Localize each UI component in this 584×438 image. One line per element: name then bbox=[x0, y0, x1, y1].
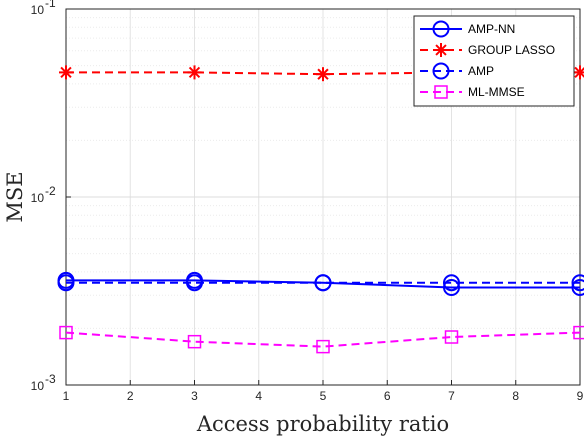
y-tick-base: 10 bbox=[31, 3, 45, 17]
data-point bbox=[59, 65, 73, 80]
x-axis-label: Access probability ratio bbox=[196, 412, 449, 436]
legend-marker bbox=[434, 85, 448, 99]
y-tick-base: 10 bbox=[31, 191, 45, 205]
legend-label: ML-MMSE bbox=[468, 85, 525, 99]
data-point bbox=[443, 274, 460, 292]
data-point-shape bbox=[571, 274, 584, 292]
legend-marker-shape bbox=[432, 62, 450, 80]
data-point bbox=[571, 279, 584, 297]
legend-marker-shape bbox=[434, 85, 448, 99]
x-tick-label: 7 bbox=[448, 389, 455, 403]
x-tick-label: 1 bbox=[63, 389, 70, 403]
data-point-shape bbox=[59, 325, 73, 340]
x-tick-label: 9 bbox=[577, 389, 584, 403]
y-tick-base: 10 bbox=[31, 379, 45, 393]
y-tick-label: 10 bbox=[31, 379, 45, 393]
data-point-shape bbox=[316, 339, 330, 354]
legend-item: AMP-NN bbox=[420, 20, 515, 38]
y-tick-label: 10 bbox=[31, 3, 45, 17]
axis-ticks: 1 2 3 4 5 6 7 8 910-310-210-1 bbox=[31, 0, 584, 403]
data-point-stroke bbox=[574, 66, 584, 79]
x-tick-label: 2 bbox=[127, 389, 134, 403]
series-line bbox=[65, 331, 581, 348]
data-point-stroke bbox=[60, 66, 72, 79]
series-ml-mmse bbox=[59, 325, 584, 354]
data-point bbox=[59, 325, 73, 340]
legend-item: GROUP LASSO bbox=[420, 43, 555, 57]
x-tick-label: 4 bbox=[255, 389, 262, 403]
legend-marker-shape bbox=[432, 20, 450, 38]
y-axis-label: MSE bbox=[3, 171, 27, 222]
series-layer bbox=[57, 65, 584, 354]
data-point-shape bbox=[57, 274, 75, 292]
data-point-shape bbox=[444, 330, 459, 344]
data-point bbox=[573, 325, 584, 340]
data-point-shape bbox=[187, 334, 202, 349]
y-tick-exponent: -1 bbox=[45, 0, 56, 10]
legend-item: ML-MMSE bbox=[420, 85, 525, 99]
series-amp bbox=[57, 274, 584, 292]
x-tick-label: 3 bbox=[191, 389, 198, 403]
data-point-shape bbox=[443, 274, 460, 292]
data-point bbox=[187, 65, 202, 80]
data-point bbox=[571, 274, 584, 292]
data-point bbox=[316, 339, 330, 354]
legend-item: AMP bbox=[420, 62, 494, 80]
y-tick-exponent: -2 bbox=[45, 184, 56, 198]
data-point bbox=[316, 67, 330, 82]
legend-marker bbox=[434, 43, 448, 57]
data-point bbox=[187, 334, 202, 349]
y-tick-label: 10 bbox=[31, 191, 45, 205]
x-tick-label: 5 bbox=[320, 389, 327, 403]
data-point bbox=[573, 65, 584, 80]
legend-label: AMP-NN bbox=[468, 22, 515, 36]
legend-marker bbox=[432, 20, 450, 38]
x-tick-label: 6 bbox=[384, 389, 391, 403]
series-line bbox=[66, 279, 580, 289]
legend-marker-stroke bbox=[435, 44, 447, 56]
data-point bbox=[444, 330, 459, 344]
data-point-stroke bbox=[317, 68, 329, 80]
data-point bbox=[314, 274, 332, 292]
x-tick-label: 8 bbox=[512, 389, 519, 403]
data-point-shape bbox=[186, 274, 203, 292]
data-point-shape bbox=[573, 325, 584, 340]
data-point-stroke bbox=[188, 66, 201, 79]
legend-label: AMP bbox=[468, 64, 494, 78]
data-point-shape bbox=[314, 274, 332, 292]
data-point bbox=[443, 279, 460, 297]
data-point-shape bbox=[571, 279, 584, 297]
data-point-shape bbox=[443, 279, 460, 297]
series-line bbox=[66, 71, 580, 76]
data-point bbox=[186, 274, 203, 292]
legend-marker bbox=[432, 62, 450, 80]
data-point bbox=[57, 274, 75, 292]
y-tick-exponent: -3 bbox=[45, 372, 56, 386]
legend: AMP-NN GROUP LASSO AMP ML-MMSE bbox=[413, 15, 575, 107]
legend-label: GROUP LASSO bbox=[468, 43, 555, 57]
